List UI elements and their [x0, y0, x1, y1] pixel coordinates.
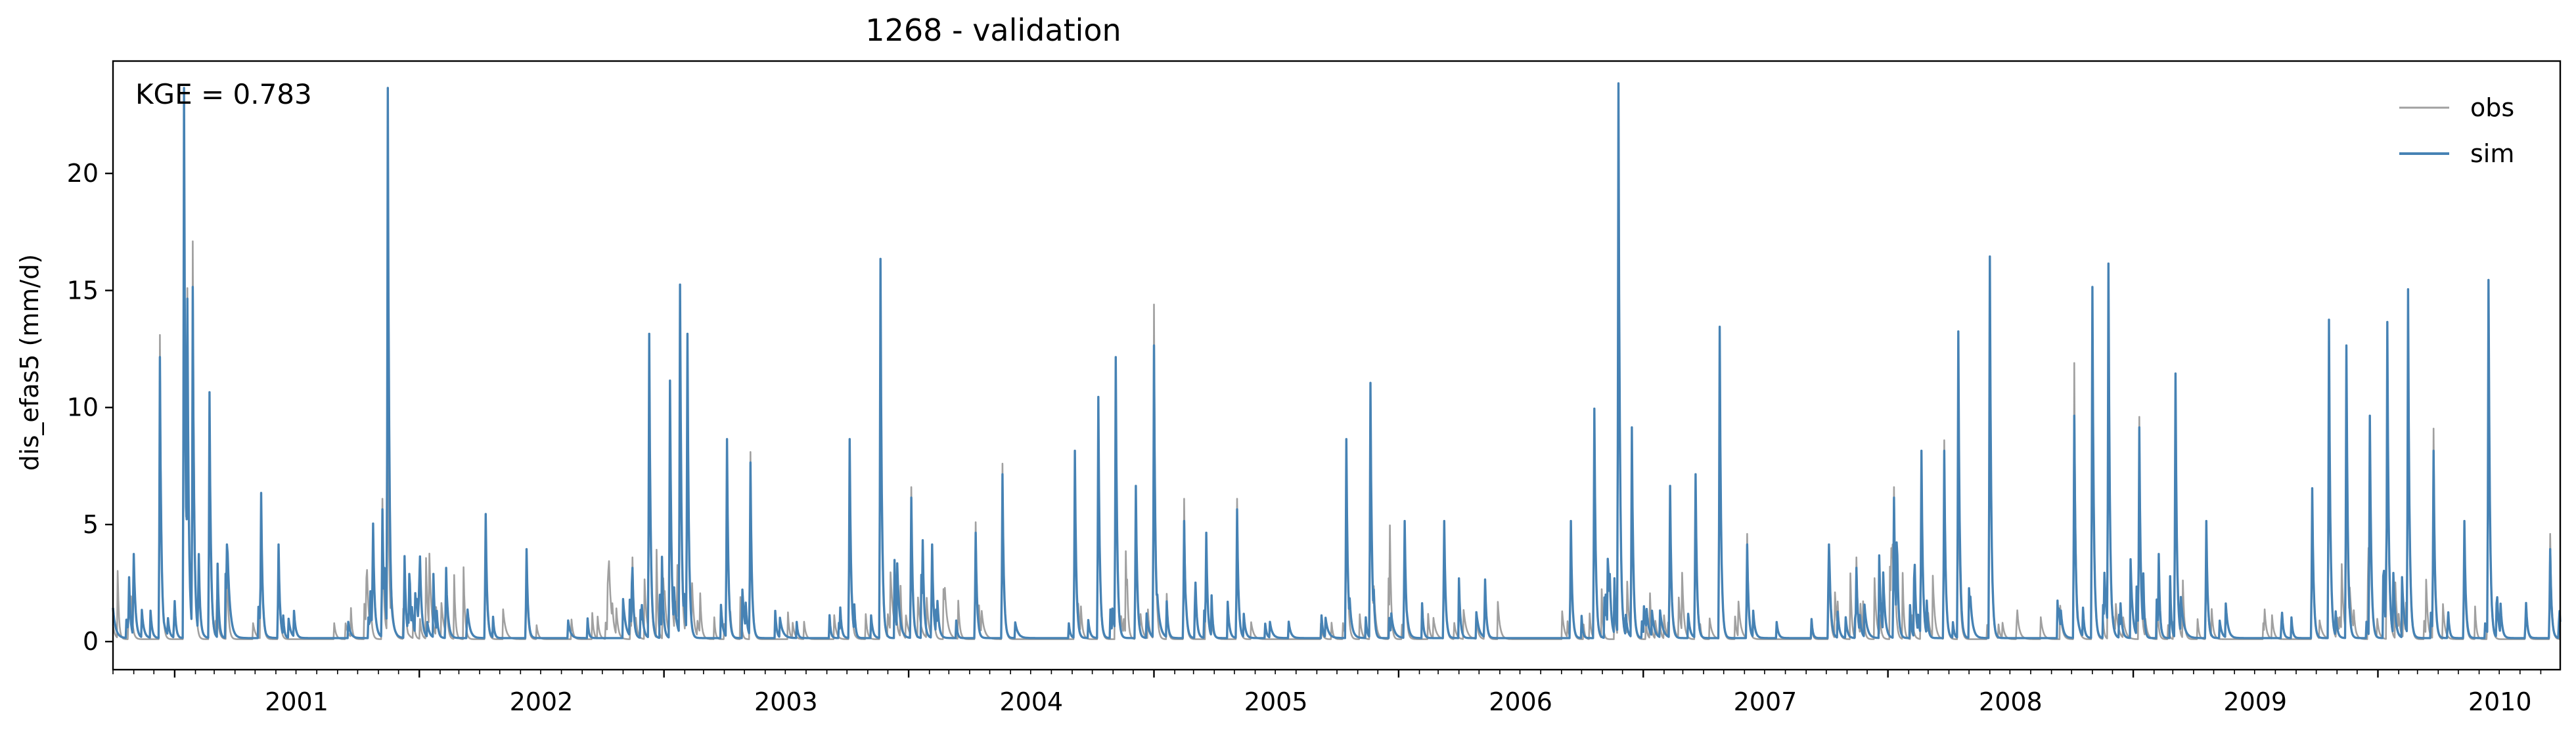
- series-line-obs: [112, 100, 2561, 640]
- y-axis-label: dis_efas5 (mm/d): [15, 254, 44, 471]
- x-tick-label: 2007: [1734, 687, 1797, 716]
- y-tick-label: 5: [83, 510, 99, 539]
- chart-title: 1268 - validation: [865, 12, 1121, 48]
- legend: obs sim: [2399, 93, 2514, 168]
- x-tick-label: 2004: [999, 687, 1063, 716]
- x-tick-label: 2009: [2223, 687, 2287, 716]
- x-tick-label: 2003: [754, 687, 818, 716]
- x-tick-label: 2005: [1244, 687, 1308, 716]
- y-tick-label: 20: [67, 159, 99, 188]
- plot-frame: [112, 60, 2562, 671]
- y-tick-label: 10: [67, 393, 99, 422]
- series-layer: [112, 82, 2562, 640]
- x-tick-label: 2010: [2468, 687, 2532, 716]
- x-axis: 2001 2002 2003 2004 2005 2006 2007 2008 2009 2010: [112, 670, 2542, 716]
- x-tick-label: 2001: [265, 687, 328, 716]
- x-tick-label: 2008: [1979, 687, 2043, 716]
- y-axis: 0 5 10 15 20: [67, 159, 113, 656]
- kge-annotation: KGE = 0.783: [135, 78, 312, 110]
- y-tick-label: 15: [67, 276, 99, 305]
- x-tick-label: 2006: [1489, 687, 1552, 716]
- x-tick-label: 2002: [510, 687, 574, 716]
- series-line-sim: [112, 82, 2562, 639]
- y-tick-label: 0: [83, 627, 99, 656]
- legend-label-obs: obs: [2470, 93, 2514, 122]
- legend-label-sim: sim: [2470, 139, 2514, 168]
